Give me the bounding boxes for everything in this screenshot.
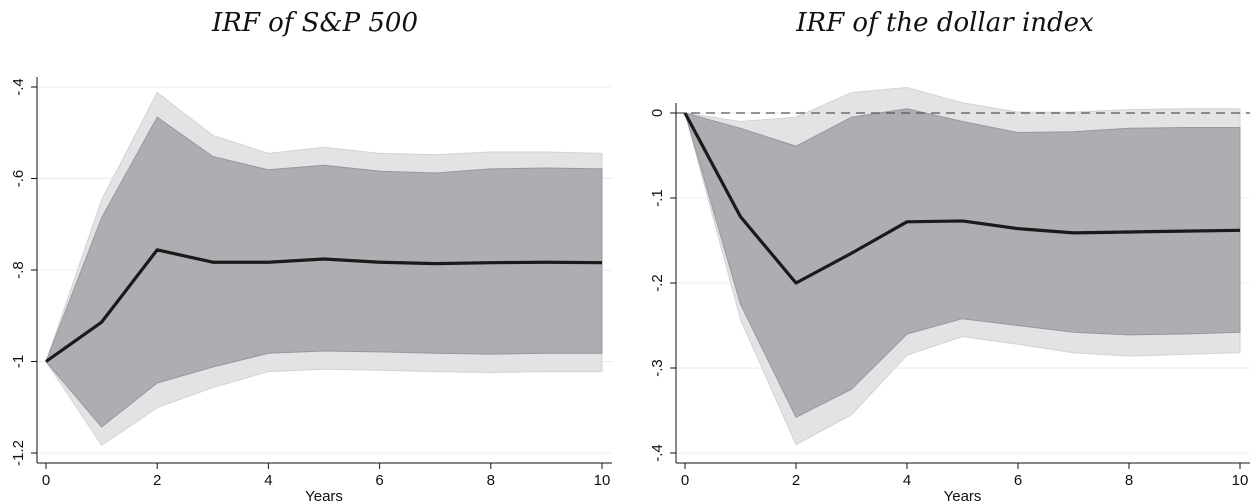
- y-tick-label: 0: [649, 109, 666, 117]
- y-tick-label: -.4: [10, 78, 27, 96]
- x-tick-label: 4: [264, 472, 272, 489]
- x-axis-label: Years: [305, 488, 343, 504]
- x-tick-label: 0: [42, 472, 50, 489]
- x-tick-label: 0: [681, 472, 689, 489]
- x-tick-label: 2: [153, 472, 161, 489]
- x-tick-label: 6: [1014, 472, 1022, 489]
- chart-panel-sp500: IRF of S&P 500 -1.2 -1 -.8 -.6 -.4 0 2 4 6 8 10 Yea…: [10, 8, 612, 504]
- chart-panel-dollar-index: IRF of the dollar index -.4 -.3 -.2 -.1 0 0 2 4…: [630, 0, 1260, 504]
- x-axis-label: Years: [944, 488, 982, 504]
- chart-title-dollar-index: IRF of the dollar index: [796, 8, 1094, 38]
- chart-dollar-index: -.4 -.3 -.2 -.1 0 0 2 4 6 8 10 Years: [649, 86, 1250, 504]
- x-tick-label: 8: [487, 472, 495, 489]
- x-tick-label: 10: [594, 472, 611, 489]
- y-tick-label: -.6: [10, 170, 27, 188]
- x-tick-label: 8: [1125, 472, 1133, 489]
- y-tick-label: -.4: [649, 444, 666, 462]
- y-tick-label: -1.2: [10, 440, 27, 466]
- irf-line: [683, 112, 1241, 285]
- x-tick-label: 2: [792, 472, 800, 489]
- x-tick-label: 10: [1232, 472, 1249, 489]
- x-tick-label: 6: [375, 472, 383, 489]
- y-tick-label: -1: [10, 355, 27, 368]
- chart-sp500: -1.2 -1 -.8 -.6 -.4 0 2 4 6 8 10 Years: [10, 77, 612, 504]
- y-tick-label: -.2: [649, 274, 666, 292]
- y-tick-label: -.1: [649, 189, 666, 207]
- chart-title-sp500: IRF of S&P 500: [211, 8, 419, 38]
- y-tick-label: -.3: [649, 359, 666, 377]
- y-tick-label: -.8: [10, 261, 27, 279]
- confidence-band-inner: [45, 116, 603, 428]
- irf-line: [45, 248, 603, 363]
- x-tick-label: 4: [903, 472, 911, 489]
